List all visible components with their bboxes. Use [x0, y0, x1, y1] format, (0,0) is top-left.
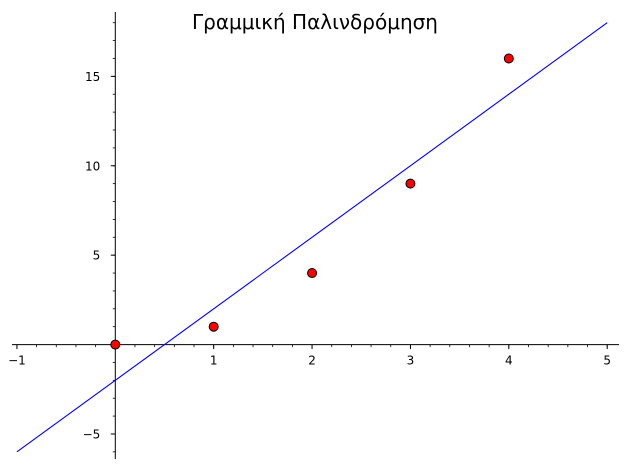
y-tick-label: 10 — [85, 159, 100, 173]
data-point — [503, 53, 514, 64]
x-tick-label: 5 — [603, 354, 611, 368]
chart-title: Γραμμική Παλινδρόμηση — [192, 10, 438, 34]
y-tick-label: −5 — [83, 427, 101, 441]
x-tick-label: −1 — [8, 354, 26, 368]
x-tick-label: 3 — [407, 354, 415, 368]
regression-line — [16, 22, 608, 453]
data-point — [110, 339, 121, 350]
data-point — [208, 321, 219, 332]
axes — [12, 12, 619, 459]
regression-line-series — [16, 22, 608, 453]
x-tick-label: 2 — [308, 354, 316, 368]
data-point — [307, 268, 318, 279]
y-tick-label: 5 — [93, 249, 101, 263]
data-point — [405, 178, 416, 189]
x-tick-label: 4 — [505, 354, 513, 368]
y-tick-label: 15 — [85, 70, 100, 84]
scatter-points-series — [110, 53, 514, 350]
x-tick-label: 1 — [210, 354, 218, 368]
tick-labels: −1 1 2 3 4 5 −5 5 10 15 — [8, 70, 611, 442]
